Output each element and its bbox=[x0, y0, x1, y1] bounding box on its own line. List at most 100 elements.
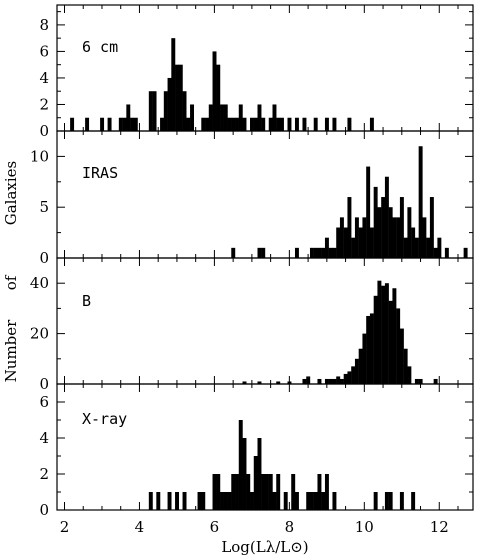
x-tick-label: 12 bbox=[430, 518, 449, 536]
bar bbox=[220, 104, 224, 131]
bar bbox=[407, 207, 412, 258]
bar bbox=[313, 247, 318, 258]
bar bbox=[257, 438, 262, 510]
bar bbox=[317, 474, 322, 510]
bar bbox=[396, 217, 401, 258]
y-tick-label: 8 bbox=[39, 16, 49, 34]
bar bbox=[261, 247, 266, 258]
bar bbox=[396, 308, 401, 384]
bar bbox=[190, 104, 194, 131]
bar bbox=[175, 492, 179, 510]
panel-frame bbox=[56, 257, 474, 385]
y-axis-label-word: of bbox=[2, 274, 20, 290]
bar bbox=[212, 474, 217, 510]
x-tick-label: 2 bbox=[60, 518, 70, 536]
bar bbox=[321, 492, 326, 510]
bar bbox=[257, 104, 262, 131]
bar bbox=[422, 217, 427, 258]
y-tick-label: 6 bbox=[39, 393, 49, 411]
x-tick-label: 6 bbox=[210, 518, 220, 536]
bar bbox=[167, 492, 172, 510]
bar bbox=[313, 117, 318, 131]
bar bbox=[399, 492, 404, 510]
panel-label: IRAS bbox=[82, 164, 118, 182]
bar bbox=[130, 117, 135, 131]
bar bbox=[332, 117, 337, 131]
bar bbox=[414, 237, 419, 258]
bar bbox=[70, 117, 75, 131]
y-tick-label: 4 bbox=[39, 429, 49, 447]
y-tick-label: 0 bbox=[39, 501, 49, 519]
bar bbox=[336, 376, 341, 384]
bar bbox=[324, 474, 329, 510]
bar bbox=[242, 117, 247, 131]
bar bbox=[351, 366, 356, 384]
bar bbox=[118, 117, 123, 131]
bar bbox=[212, 51, 217, 131]
y-tick-label: 10 bbox=[30, 147, 49, 165]
bar bbox=[313, 492, 318, 510]
bar bbox=[223, 492, 228, 510]
panel-frame bbox=[56, 4, 474, 132]
bar bbox=[272, 104, 277, 131]
bar bbox=[257, 381, 262, 384]
y-tick-label: 6 bbox=[39, 42, 49, 60]
bar bbox=[238, 104, 243, 131]
bar bbox=[317, 378, 322, 384]
y-tick-label: 5 bbox=[39, 198, 49, 216]
panel-2: 0 20 40 B bbox=[30, 257, 474, 393]
bar bbox=[167, 77, 172, 131]
bar bbox=[351, 237, 356, 258]
bar bbox=[328, 247, 333, 258]
bar bbox=[433, 247, 438, 258]
bar bbox=[399, 197, 404, 258]
bar bbox=[242, 381, 247, 384]
bar bbox=[354, 217, 359, 258]
bar bbox=[407, 366, 412, 384]
bar bbox=[309, 492, 314, 510]
bar bbox=[283, 492, 288, 510]
bar bbox=[246, 474, 251, 510]
bar bbox=[276, 381, 281, 384]
panel-1: 0 5 10 IRAS bbox=[30, 130, 474, 267]
bar bbox=[384, 176, 389, 258]
y-axis-label: Number of Galaxies bbox=[2, 161, 20, 383]
bar bbox=[279, 117, 284, 131]
bar bbox=[332, 378, 337, 384]
bar bbox=[358, 227, 363, 258]
bar bbox=[291, 474, 296, 510]
bar bbox=[377, 207, 382, 258]
bar bbox=[437, 237, 442, 258]
bar bbox=[343, 227, 348, 258]
bar bbox=[122, 117, 127, 131]
bar bbox=[381, 197, 386, 258]
bar bbox=[369, 227, 374, 258]
bar bbox=[332, 492, 337, 510]
bar bbox=[148, 91, 153, 131]
bar bbox=[418, 146, 423, 258]
bar bbox=[163, 91, 168, 131]
bar bbox=[201, 117, 206, 131]
bar bbox=[403, 237, 408, 258]
y-tick-label: 2 bbox=[39, 95, 49, 113]
bar bbox=[362, 217, 367, 258]
bar bbox=[201, 492, 206, 510]
x-tick-label: 8 bbox=[285, 518, 295, 536]
bar bbox=[182, 492, 187, 510]
bar bbox=[148, 492, 153, 510]
bar bbox=[156, 492, 161, 510]
bar bbox=[317, 247, 322, 258]
bar bbox=[377, 280, 382, 384]
y-tick-label: 40 bbox=[30, 274, 49, 292]
bar bbox=[373, 295, 378, 384]
bar bbox=[373, 186, 378, 258]
bar bbox=[347, 117, 352, 131]
bar bbox=[366, 315, 371, 384]
bar bbox=[388, 492, 393, 510]
bar bbox=[231, 247, 236, 258]
bar bbox=[381, 285, 386, 384]
bar bbox=[384, 492, 389, 510]
histogram-panels: 0 2 4 6 8 6 cm 0 5 10 IRAS 0 20 40 B 0 2 4 6 X-ray bbox=[30, 4, 474, 519]
bar bbox=[384, 283, 389, 384]
